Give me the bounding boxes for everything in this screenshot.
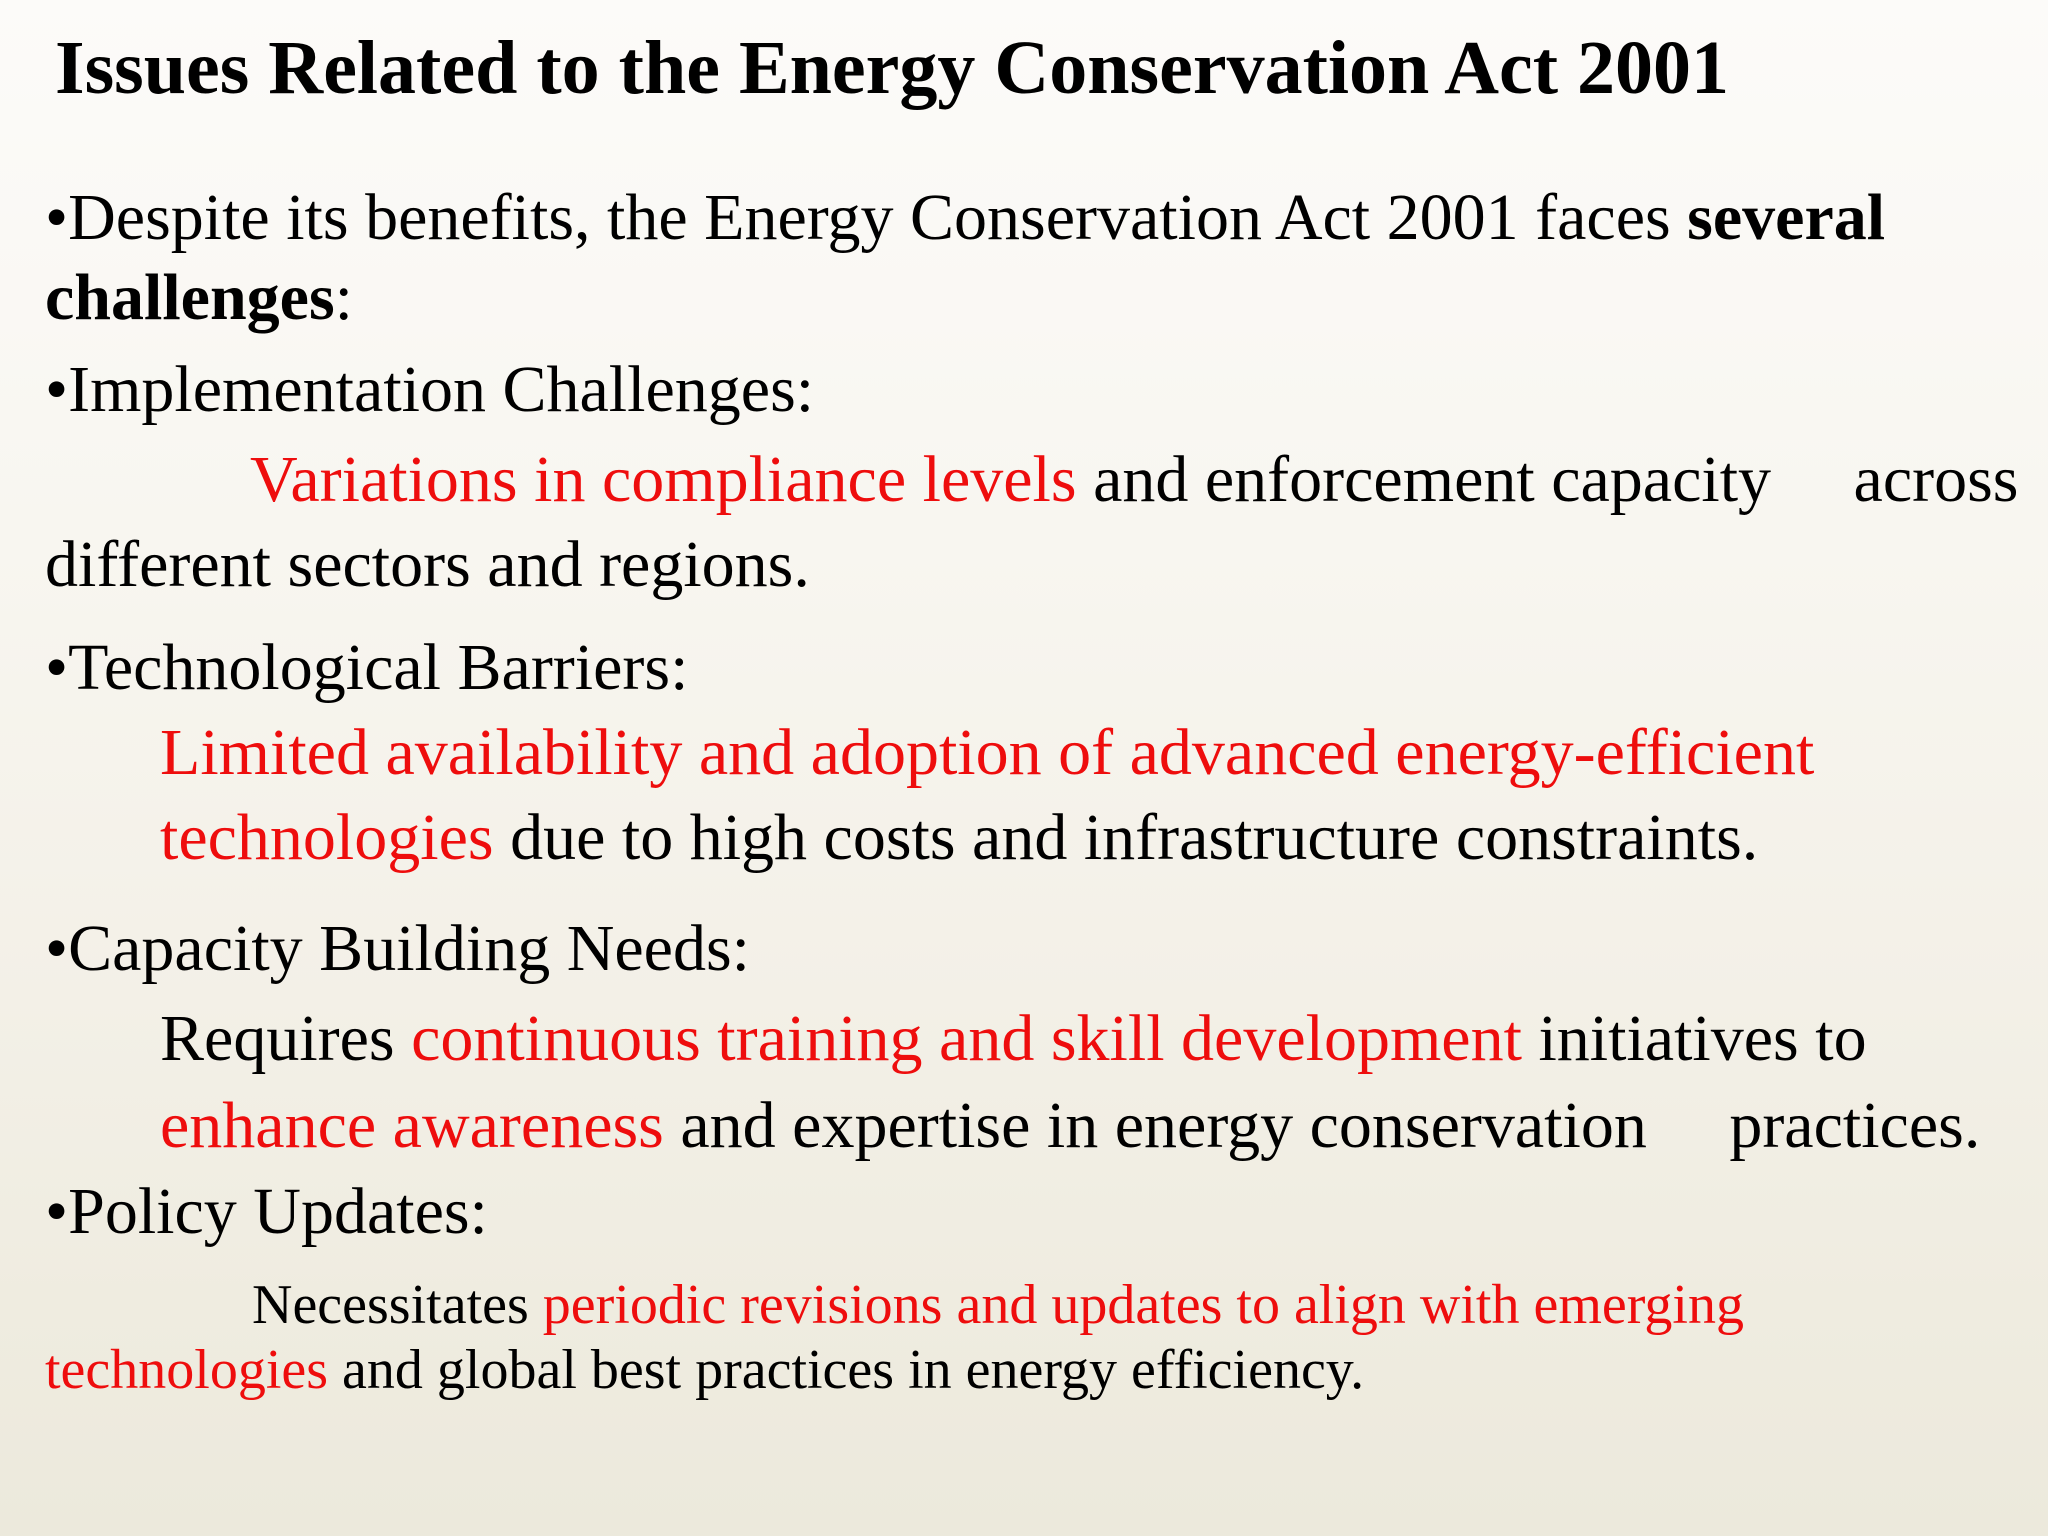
text-segment: periodic revisions and updates to align …: [542, 1274, 1744, 1336]
text-segment: technologies: [45, 1339, 329, 1401]
text-line: Variations in compliance levels and enfo…: [250, 447, 2018, 513]
text-line: challenges:: [45, 265, 353, 331]
text-segment: enhance awareness: [160, 1089, 664, 1162]
text-segment: :: [334, 261, 353, 334]
text-line: •Policy Updates:: [45, 1179, 488, 1245]
text-line: Necessitates periodic revisions and upda…: [252, 1277, 1744, 1333]
text-segment: Variations in compliance levels: [250, 443, 1077, 516]
text-segment: several: [1687, 181, 1886, 254]
text-segment: initiatives to: [1521, 1002, 1867, 1075]
text-segment: Capacity Building Needs:: [68, 912, 750, 985]
slide-title: Issues Related to the Energy Conservatio…: [55, 26, 1730, 110]
bullet-marker: •: [45, 353, 69, 426]
text-segment: technologies: [160, 801, 494, 874]
text-line: Limited availability and adoption of adv…: [160, 720, 1814, 786]
bullet-marker: •: [45, 912, 69, 985]
text-line: different sectors and regions.: [45, 532, 810, 598]
text-segment: and expertise in energy conservation pra…: [663, 1089, 1981, 1162]
bullet-marker: •: [45, 181, 69, 254]
text-line: technologies and global best practices i…: [45, 1342, 1364, 1398]
text-segment: Technological Barriers:: [68, 631, 689, 704]
text-segment: continuous training and skill developmen…: [411, 1002, 1522, 1075]
text-line: enhance awareness and expertise in energ…: [160, 1093, 1980, 1159]
text-segment: Requires: [160, 1002, 412, 1075]
bullet-marker: •: [45, 631, 69, 704]
text-line: technologies due to high costs and infra…: [160, 805, 1758, 871]
text-line: •Technological Barriers:: [45, 635, 688, 701]
text-line: •Capacity Building Needs:: [45, 916, 750, 982]
text-segment: and enforcement capacity across: [1076, 443, 2019, 516]
text-segment: due to high costs and infrastructure con…: [493, 801, 1759, 874]
text-segment: Limited availability and adoption of adv…: [160, 716, 1815, 789]
text-segment: and global best practices in energy effi…: [328, 1339, 1365, 1401]
text-segment: challenges: [45, 261, 335, 334]
text-line: •Implementation Challenges:: [45, 357, 814, 423]
text-segment: Despite its benefits, the Energy Conserv…: [68, 181, 1688, 254]
text-line: Requires continuous training and skill d…: [160, 1006, 1867, 1072]
text-segment: Policy Updates:: [68, 1175, 488, 1248]
text-segment: Implementation Challenges:: [68, 353, 815, 426]
text-line: •Despite its benefits, the Energy Conser…: [45, 185, 1885, 251]
bullet-marker: •: [45, 1175, 69, 1248]
text-segment: different sectors and regions.: [45, 528, 810, 601]
text-segment: Necessitates: [252, 1274, 543, 1336]
